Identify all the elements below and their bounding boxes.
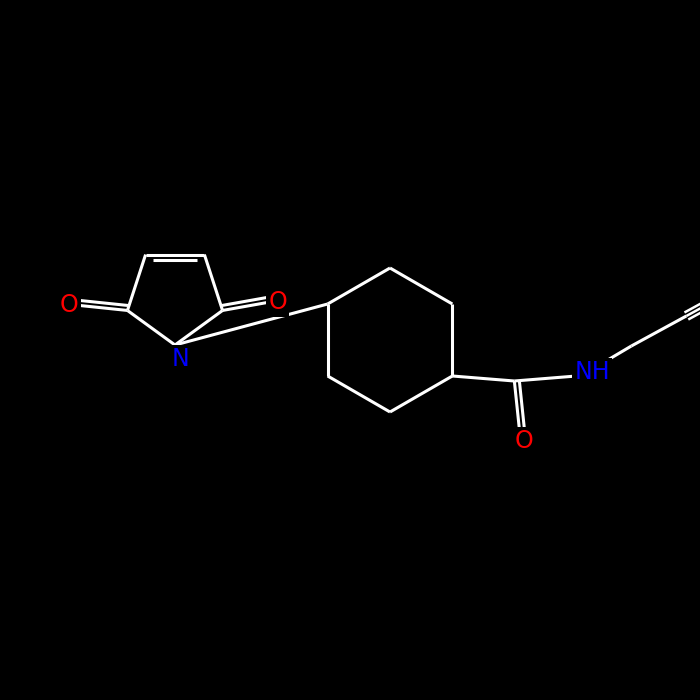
Text: O: O [268,290,287,314]
Text: O: O [515,429,533,453]
Text: O: O [60,293,79,318]
Text: NH: NH [575,360,610,384]
Text: N: N [171,347,189,371]
